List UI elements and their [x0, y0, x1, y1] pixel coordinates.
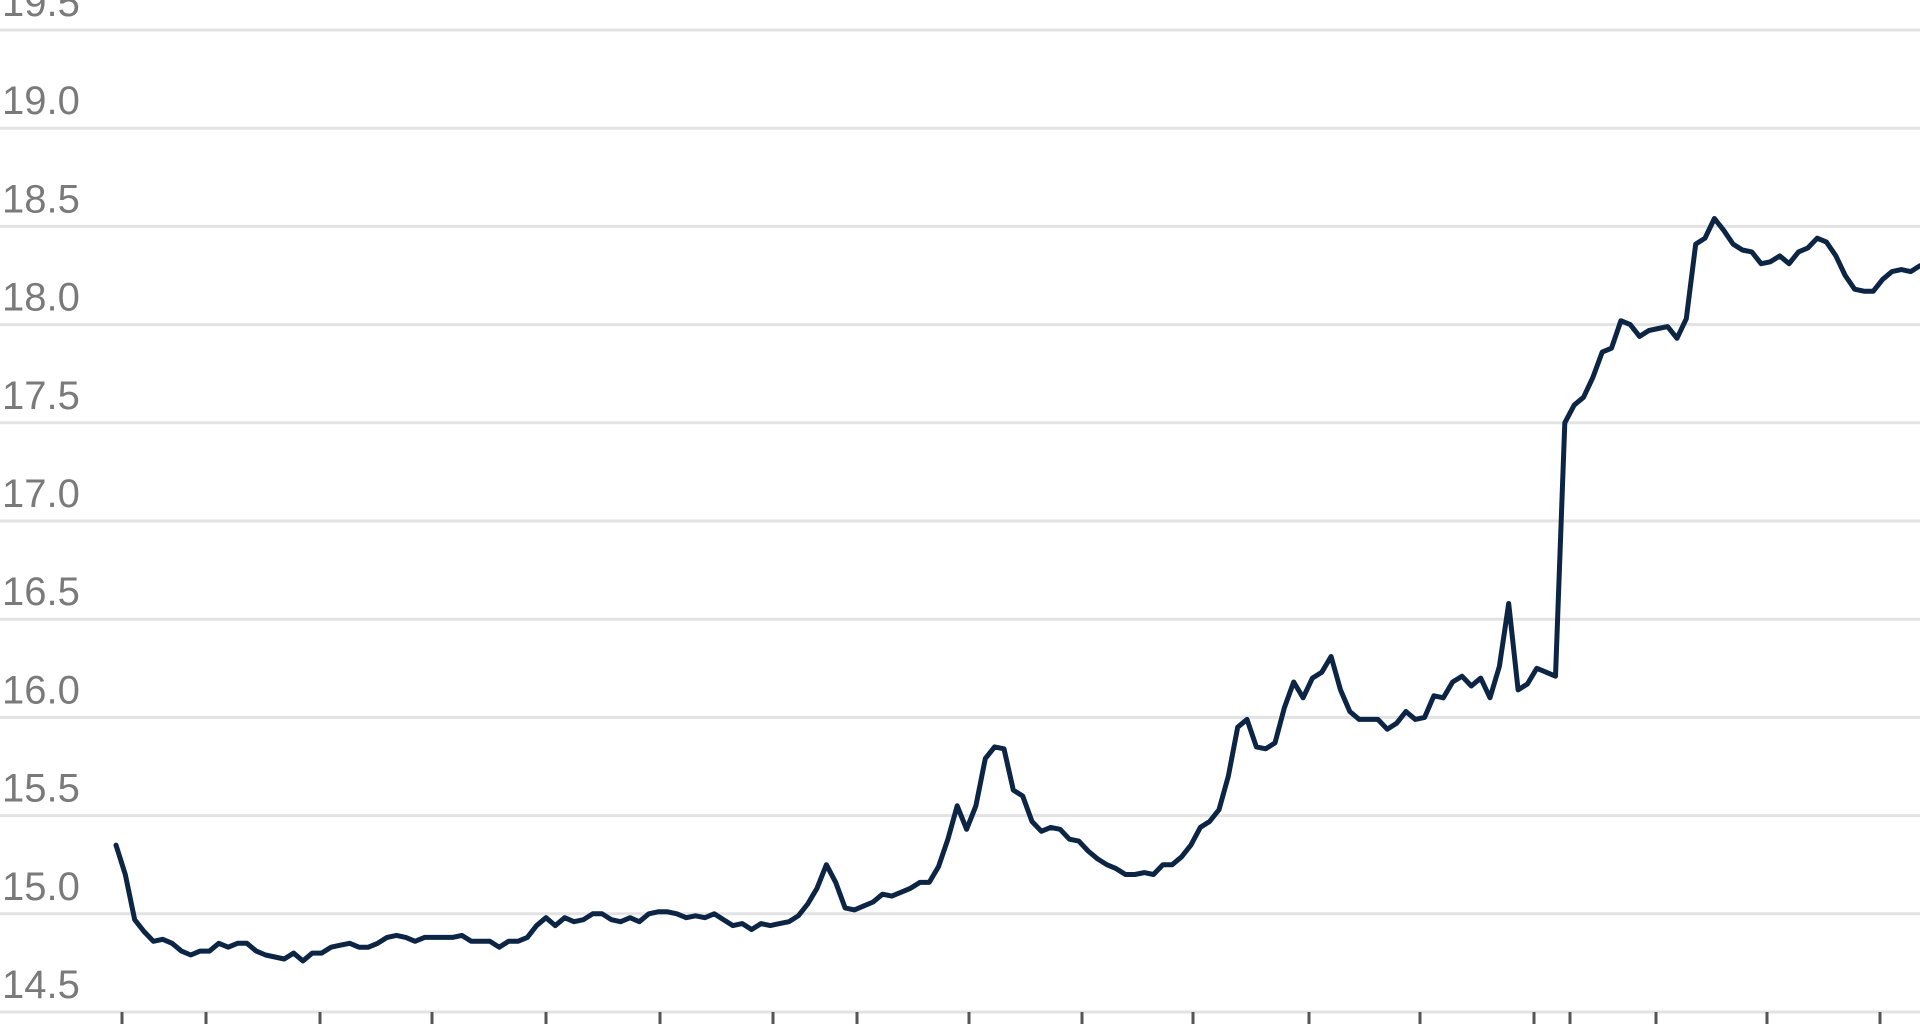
y-tick-label: 18.5	[2, 177, 80, 221]
x-axis-ticks	[120, 1012, 1882, 1024]
y-tick-label: 19.0	[2, 79, 80, 123]
y-tick-label: 16.5	[2, 570, 80, 614]
y-tick-label: 14.5	[2, 963, 80, 1007]
y-tick-label: 17.0	[2, 472, 80, 516]
y-tick-label: 17.5	[2, 374, 80, 418]
y-tick-label: 18.0	[2, 276, 80, 320]
y-axis-tick-labels: 14.5 15.0 15.5 16.0 16.5 17.0 17.5 18.0 18.5 19.0…	[2, 0, 80, 1007]
series-line	[113, 216, 1920, 964]
y-tick-label: 15.0	[2, 865, 80, 909]
y-tick-label: 15.5	[2, 767, 80, 811]
y-tick-label: 16.0	[2, 668, 80, 712]
y-tick-label: 19.5	[2, 0, 80, 25]
gridlines	[0, 28, 1920, 1014]
series-layer	[113, 216, 1920, 964]
